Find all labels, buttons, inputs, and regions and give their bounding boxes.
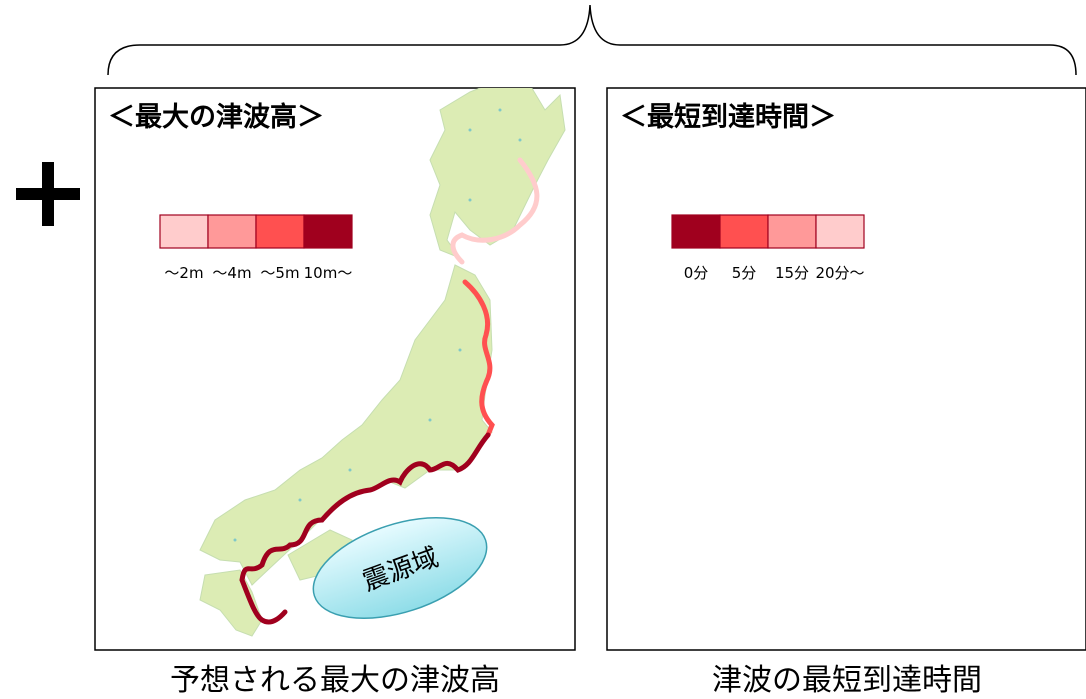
legend-label: 15分	[775, 264, 809, 282]
plus	[16, 162, 80, 226]
legend-swatch	[671, 214, 721, 249]
legend-label: 0分	[684, 264, 709, 282]
legend-swatch	[767, 214, 817, 249]
legend-label: ～2m	[164, 264, 203, 282]
legend-label: 20分～	[815, 264, 864, 282]
legend-swatch	[303, 214, 353, 249]
lake	[348, 468, 352, 472]
coast-segment	[462, 279, 495, 438]
lake	[298, 498, 302, 502]
panel: 震源域＜最大の津波高＞ ～2m ～4m ～5m 10m～ 予想される最大の津波高	[94, 87, 576, 698]
legend-swatch	[815, 214, 865, 249]
japan-map: 震源域	[199, 88, 566, 637]
lake	[233, 538, 237, 542]
lake	[458, 348, 462, 352]
panel-title: ＜最大の津波高＞	[108, 101, 324, 133]
legend-label: 5分	[732, 264, 757, 282]
brace	[107, 4, 1077, 76]
legend-swatch	[159, 214, 209, 249]
coast-segment	[450, 157, 540, 265]
source-area	[312, 517, 488, 619]
legend-swatch	[207, 214, 257, 249]
lake	[468, 198, 472, 202]
legend-label: ～4m	[212, 264, 251, 282]
lake	[518, 138, 522, 142]
caption: 予想される最大の津波高	[170, 663, 500, 698]
lake	[468, 128, 472, 132]
land	[429, 88, 566, 260]
legend-label: ～5m	[260, 264, 299, 282]
panel-frame	[606, 87, 1086, 651]
legend-swatch	[719, 214, 769, 249]
coast-segment	[239, 432, 491, 625]
legend-swatch	[255, 214, 305, 249]
legend-label: 10m～	[304, 264, 353, 282]
caption: 津波の最短到達時間	[712, 663, 982, 698]
lake	[428, 418, 432, 422]
lake	[498, 108, 502, 112]
panel-title: ＜最短到達時間＞	[620, 102, 836, 133]
